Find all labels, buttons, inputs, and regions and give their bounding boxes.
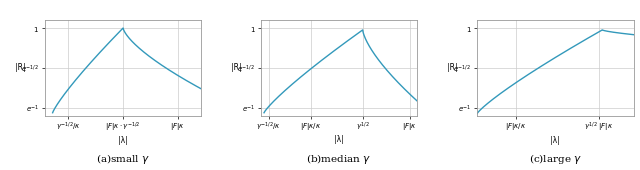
X-axis label: |λ|: |λ| (334, 135, 344, 144)
Title: (c)large $\gamma$: (c)large $\gamma$ (529, 152, 582, 166)
Title: (b)median $\gamma$: (b)median $\gamma$ (307, 152, 372, 166)
Y-axis label: |R|: |R| (230, 64, 241, 72)
Y-axis label: |R|: |R| (15, 64, 25, 72)
Y-axis label: |R|: |R| (447, 64, 458, 72)
X-axis label: |λ|: |λ| (118, 136, 128, 145)
Title: (a)small $\gamma$: (a)small $\gamma$ (96, 152, 150, 166)
X-axis label: |λ|: |λ| (550, 136, 560, 145)
